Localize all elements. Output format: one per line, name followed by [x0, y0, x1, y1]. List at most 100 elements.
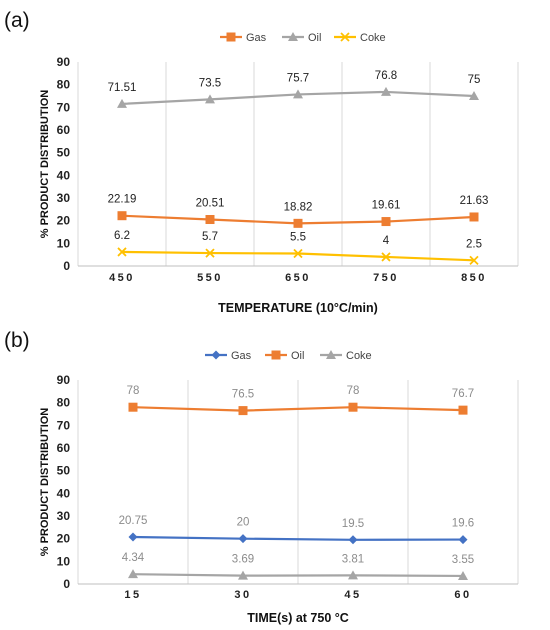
- y-tick-label: 80: [57, 396, 71, 410]
- data-point: [293, 218, 303, 228]
- data-point: [238, 570, 248, 580]
- y-tick-label: 80: [57, 78, 71, 92]
- series-line: [132, 406, 464, 412]
- series-gas: 20.75 20 19.5 19.6: [119, 515, 474, 545]
- x-tick-label: 15: [124, 589, 141, 601]
- x-axis-title: TIME(s) at 750 °C: [247, 611, 349, 625]
- data-point: [469, 212, 479, 222]
- data-point: [117, 98, 127, 108]
- y-tick-label: 0: [63, 577, 70, 591]
- series-oil: 78 76.5 78 76.7: [127, 385, 474, 416]
- data-point: [458, 535, 468, 545]
- data-point: [293, 248, 303, 259]
- data-label: 6.2: [114, 230, 130, 242]
- y-tick-label: 70: [57, 418, 71, 432]
- data-point: [205, 215, 215, 225]
- chart-panel-1: (b) 0 10 20 30 40 50 60 70 80 90 15 30 45 60 TIME(s) at…: [4, 329, 519, 625]
- y-tick-label: 30: [57, 191, 71, 205]
- legend-label: Gas: [231, 350, 252, 362]
- y-tick-label: 10: [57, 236, 71, 250]
- data-point: [348, 570, 358, 580]
- data-label: 21.63: [460, 195, 489, 207]
- data-label: 75.7: [287, 72, 309, 84]
- legend-item-gas: Gas: [220, 32, 267, 44]
- data-label: 76.7: [452, 388, 474, 400]
- y-tick-label: 20: [57, 214, 71, 228]
- legend-label: Oil: [291, 350, 304, 362]
- data-label: 22.19: [108, 194, 137, 206]
- data-point: [348, 535, 358, 545]
- data-point: [205, 94, 215, 104]
- data-label: 19.5: [342, 518, 364, 530]
- legend-item-gas: Gas: [205, 350, 252, 362]
- series-coke: 4.34 3.69 3.81 3.55: [122, 552, 474, 580]
- data-label: 3.69: [232, 554, 254, 566]
- legend-marker: [288, 32, 298, 41]
- data-label: 2.5: [466, 238, 482, 250]
- data-label: 3.55: [452, 554, 474, 566]
- x-tick-label: 550: [197, 272, 223, 284]
- data-point: [128, 532, 138, 542]
- data-label: 19.6: [452, 518, 474, 530]
- y-tick-label: 20: [57, 532, 71, 546]
- data-point: [458, 405, 468, 415]
- data-point: [238, 534, 248, 544]
- y-tick-label: 0: [63, 259, 70, 273]
- legend-item-coke: Coke: [320, 350, 372, 362]
- data-point: [293, 89, 303, 99]
- data-label: 19.61: [372, 200, 401, 212]
- data-label: 78: [127, 385, 140, 397]
- data-point: [381, 217, 391, 227]
- y-axis-title: % PRODUCT DISTRIBUTION: [39, 90, 51, 239]
- legend-label: Coke: [360, 32, 386, 44]
- y-tick-label: 50: [57, 146, 71, 160]
- y-tick-label: 60: [57, 441, 71, 455]
- data-label: 3.81: [342, 553, 364, 565]
- data-label: 71.51: [108, 82, 137, 94]
- data-point: [117, 211, 127, 221]
- data-point: [128, 569, 138, 579]
- legend-marker: [226, 32, 236, 42]
- legend-marker: [271, 350, 281, 360]
- data-label: 4: [383, 235, 390, 247]
- data-label: 76.8: [375, 70, 397, 82]
- y-tick-label: 40: [57, 168, 71, 182]
- x-tick-label: 45: [344, 589, 361, 601]
- data-point: [381, 86, 391, 96]
- series-line: [132, 573, 464, 578]
- data-label: 20.51: [196, 198, 225, 210]
- data-label: 4.34: [122, 552, 145, 564]
- y-tick-label: 60: [57, 123, 71, 137]
- y-tick-label: 90: [57, 373, 71, 387]
- data-label: 78: [347, 385, 360, 397]
- data-point: [238, 406, 248, 416]
- x-tick-label: 450: [109, 272, 135, 284]
- y-tick-label: 30: [57, 509, 71, 523]
- y-tick-label: 90: [57, 55, 71, 69]
- series-coke: 6.2 5.7 5.5 4 2.5: [114, 230, 482, 265]
- panel-label: (a): [4, 9, 30, 32]
- x-tick-label: 60: [454, 589, 471, 601]
- y-axis-title: % PRODUCT DISTRIBUTION: [39, 408, 51, 557]
- legend-marker: [211, 350, 221, 360]
- y-tick-label: 70: [57, 100, 71, 114]
- legend-label: Gas: [246, 32, 267, 44]
- y-tick-label: 50: [57, 464, 71, 478]
- data-point: [458, 570, 468, 580]
- legend-item-coke: Coke: [334, 32, 386, 44]
- data-point: [381, 252, 391, 262]
- x-tick-label: 650: [285, 272, 311, 284]
- legend-item-oil: Oil: [265, 350, 304, 362]
- y-tick-label: 40: [57, 486, 71, 500]
- data-label: 76.5: [232, 389, 254, 401]
- data-point: [205, 248, 215, 258]
- data-label: 20: [237, 517, 250, 529]
- data-point: [469, 255, 479, 265]
- data-point: [128, 402, 138, 412]
- x-tick-label: 30: [234, 589, 251, 601]
- legend-marker: [326, 350, 336, 359]
- series-line: [132, 535, 464, 541]
- x-tick-label: 850: [461, 272, 487, 284]
- data-label: 73.5: [199, 77, 221, 89]
